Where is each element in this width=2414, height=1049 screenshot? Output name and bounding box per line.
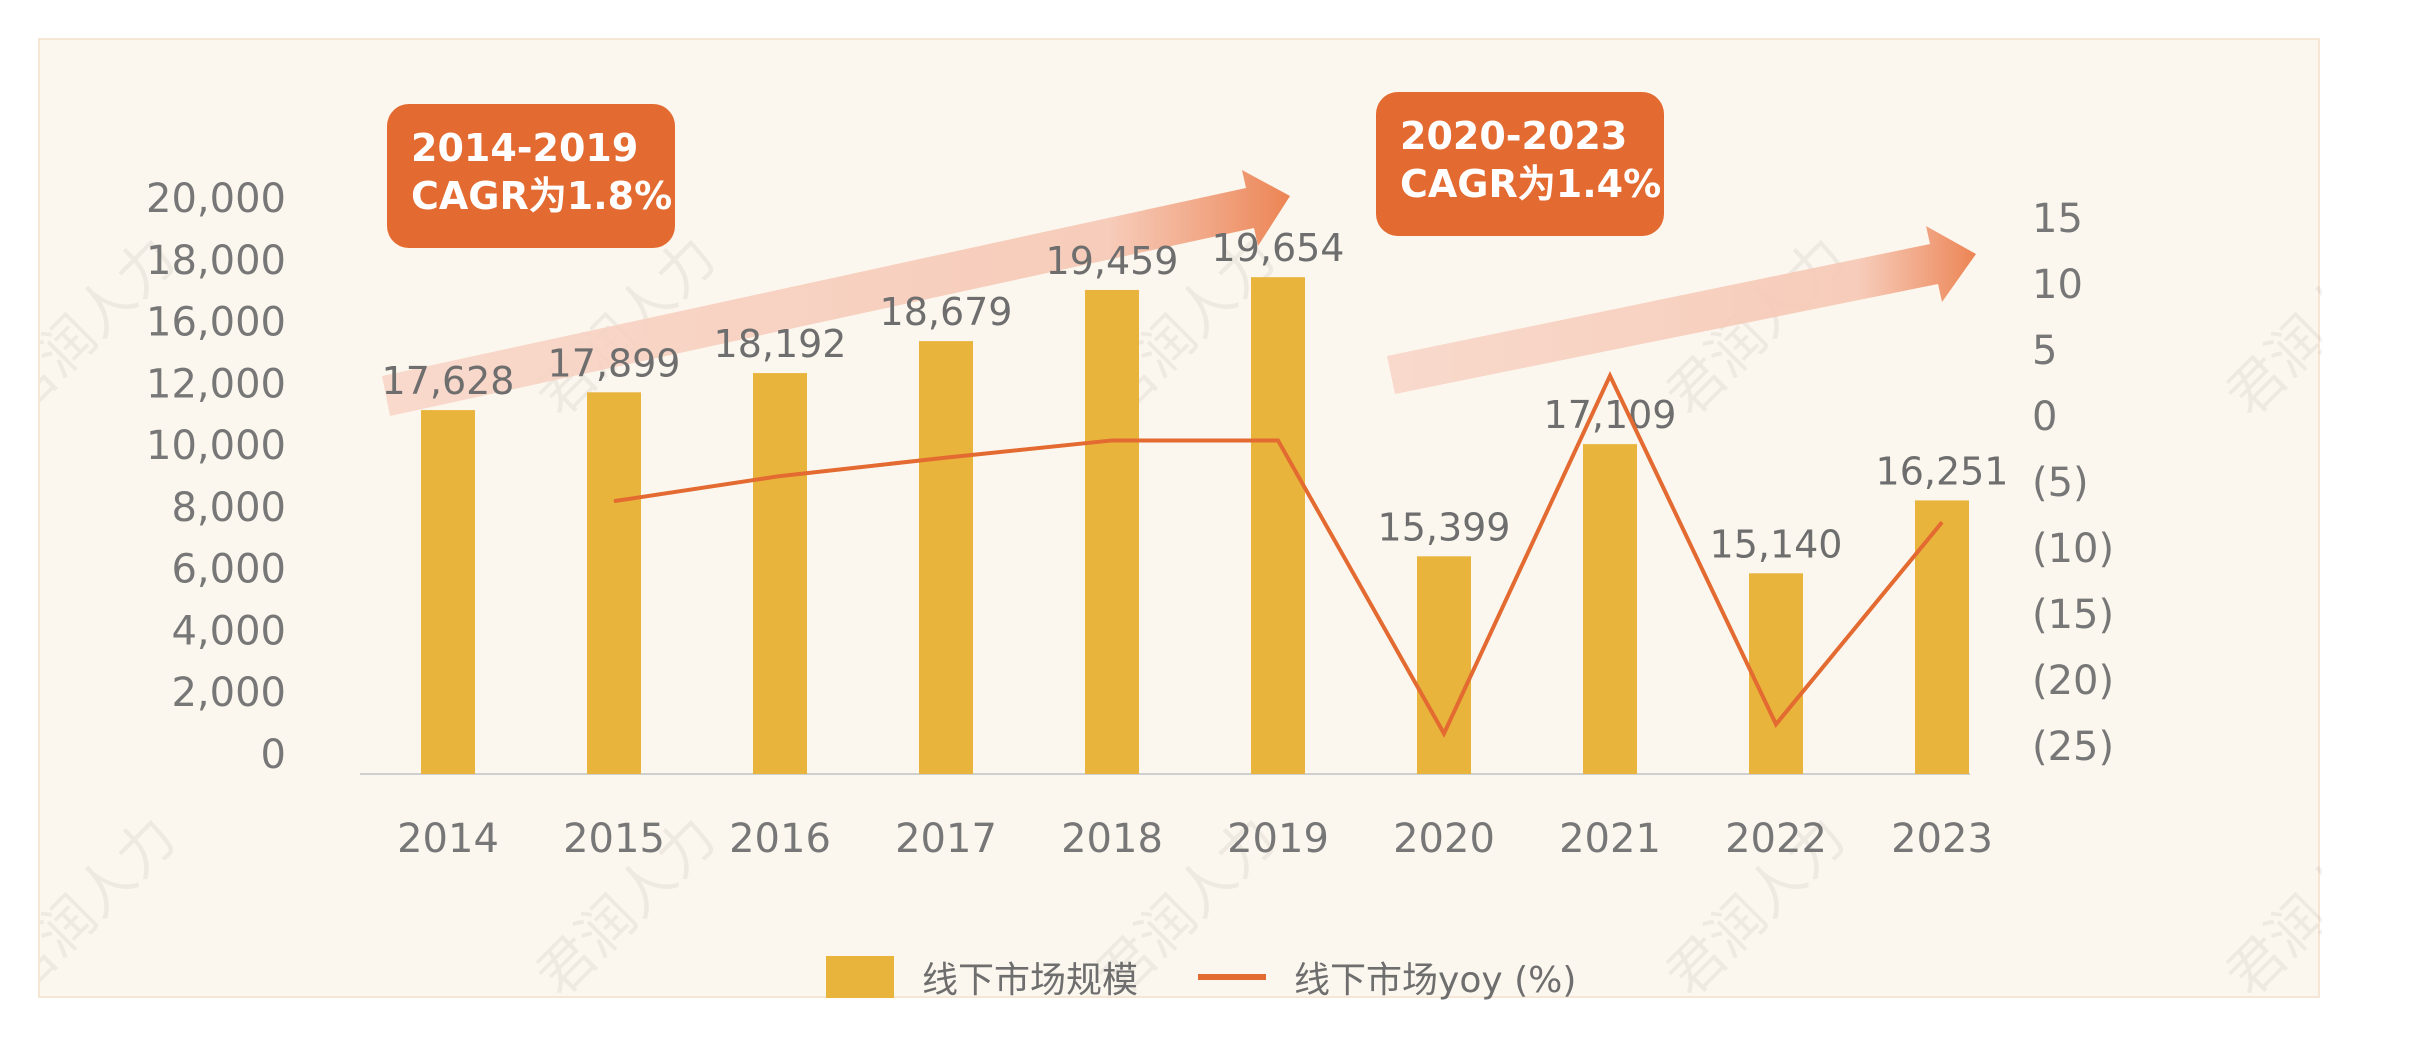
legend-item-line: 线下市场yoy (%)	[1198, 951, 1576, 1003]
chart-svg: 君润人力君润人力君润人力君润人力君润人力君润人力君润人力君润人力君润人力君润人力…	[40, 170, 2322, 1000]
chart-card: 君润人力君润人力君润人力君润人力君润人力君润人力君润人力君润人力君润人力君润人力…	[38, 38, 2322, 1001]
bar-value-label-2016: 18,192	[714, 322, 847, 366]
legend-item-bar: 线下市场规模	[826, 951, 1138, 1003]
left-axis-tick-label: 10,000	[146, 423, 286, 469]
left-axis-tick-label: 6,000	[171, 547, 286, 593]
cagr-annotation-period: 2020-2023	[1400, 114, 1628, 158]
yoy-point-2020	[1443, 732, 1445, 734]
x-axis-tick-label-2019: 2019	[1227, 816, 1329, 862]
yoy-point-2022	[1775, 723, 1777, 725]
yoy-point-2017	[945, 457, 947, 459]
cagr-annotation-rate: CAGR为1.4%	[1400, 162, 1662, 206]
bar-2021	[1583, 444, 1637, 774]
bar-value-label-2020: 15,399	[1378, 505, 1511, 549]
bar-2023	[1915, 500, 1969, 774]
bar-value-label-2021: 17,109	[1544, 393, 1677, 437]
bar-value-label-2014: 17,628	[382, 359, 515, 403]
bar-2018	[1085, 289, 1139, 774]
line-series	[613, 371, 1944, 738]
right-axis-tick-label: 5	[2032, 328, 2057, 374]
bar-value-label-2023: 16,251	[1876, 449, 2009, 493]
watermark-layer: 君润人力君润人力君润人力君润人力君润人力君润人力君润人力君润人力君润人力君润人力	[40, 225, 2322, 1000]
bar-value-label-2022: 15,140	[1710, 522, 1843, 566]
legend: 线下市场规模 线下市场yoy (%)	[826, 952, 1636, 1002]
x-axis-tick-label-2015: 2015	[563, 816, 665, 862]
right-axis-tick-label: 15	[2032, 196, 2083, 242]
right-axis-tick-label: 10	[2032, 262, 2083, 308]
x-axis-tick-labels: 2014 2015 2016 2017 2018 2019 2020 2021 2022 2023	[397, 816, 1993, 862]
x-axis-tick-label-2023: 2023	[1891, 816, 1993, 862]
x-axis-tick-label-2021: 2021	[1559, 816, 1661, 862]
bar-2022	[1749, 573, 1803, 774]
watermark-text: 君润人力	[40, 805, 189, 1000]
left-axis-tick-label: 18,000	[146, 238, 286, 284]
cagr-annotation-2014-2019: 2014-2019 CAGR为1.8%	[387, 104, 675, 248]
x-axis-tick-label-2017: 2017	[895, 816, 997, 862]
cagr-annotation-2020-2023: 2020-2023 CAGR为1.4%	[1376, 92, 1664, 236]
x-axis-tick-label-2018: 2018	[1061, 816, 1163, 862]
left-axis-tick-label: 8,000	[171, 485, 286, 531]
bar-2014	[421, 410, 475, 774]
bar-2019	[1251, 277, 1305, 774]
left-axis-tick-label: 12,000	[146, 361, 286, 407]
bar-series	[421, 277, 1969, 774]
bar-2020	[1417, 556, 1471, 774]
yoy-point-2015	[613, 500, 615, 502]
yoy-point-2023	[1941, 521, 1943, 523]
legend-line-swatch	[1198, 974, 1267, 980]
right-axis-tick-label: (5)	[2032, 460, 2089, 506]
left-axis-tick-label: 4,000	[171, 608, 286, 654]
trend-arrows	[382, 170, 1976, 416]
x-axis-tick-label-2016: 2016	[729, 816, 831, 862]
bar-2016	[753, 373, 807, 774]
right-axis-tick-label: 0	[2032, 394, 2057, 440]
right-axis-tick-label: (20)	[2032, 658, 2114, 704]
right-axis-tick-label: (25)	[2032, 724, 2114, 770]
trend-arrow-2020-2023	[1387, 226, 1976, 394]
yoy-point-2019	[1277, 439, 1279, 441]
right-axis-tick-label: (15)	[2032, 592, 2114, 638]
cagr-annotation-rate: CAGR为1.8%	[411, 174, 673, 218]
bar-2015	[587, 392, 641, 774]
legend-bar-swatch	[826, 956, 894, 998]
yoy-point-2018	[1111, 439, 1113, 441]
bar-value-label-2015: 17,899	[548, 341, 681, 385]
cagr-annotation-period: 2014-2019	[411, 126, 639, 170]
bar-value-label-2018: 19,459	[1046, 239, 1179, 283]
left-axis-tick-label: 20,000	[146, 176, 286, 222]
right-axis-tick-label: (10)	[2032, 526, 2114, 572]
legend-label-bar: 线下市场规模	[922, 960, 1139, 1001]
left-axis-tick-label: 16,000	[146, 300, 286, 346]
x-axis-tick-label-2020: 2020	[1393, 816, 1495, 862]
trend-arrow-2014-2019	[382, 170, 1290, 416]
x-axis-tick-label-2014: 2014	[397, 816, 499, 862]
bar-2017	[919, 341, 973, 774]
yoy-point-2016	[779, 475, 781, 477]
legend-label-line: 线下市场yoy (%)	[1294, 960, 1577, 1001]
left-axis-tick-labels: 20,000 18,000 16,000 12,000 10,000 8,000 6,000…	[146, 176, 286, 778]
bar-value-label-2019: 19,654	[1212, 226, 1345, 270]
x-axis-tick-label-2022: 2022	[1725, 816, 1827, 862]
watermark-text: 君润人力	[2215, 805, 2322, 1000]
left-axis-tick-label: 0	[261, 732, 286, 778]
right-axis-tick-labels: 15 10 5 0 (5) (10) (15) (20) (25)	[2032, 196, 2114, 770]
watermark-text: 君润人力	[2215, 225, 2322, 429]
bar-value-labels: 17,628 17,899 18,192 18,679 19,459 19,654 15,3…	[382, 226, 2009, 566]
left-axis-tick-label: 2,000	[171, 670, 286, 716]
bar-value-label-2017: 18,679	[880, 290, 1013, 334]
yoy-point-2021	[1609, 375, 1611, 377]
